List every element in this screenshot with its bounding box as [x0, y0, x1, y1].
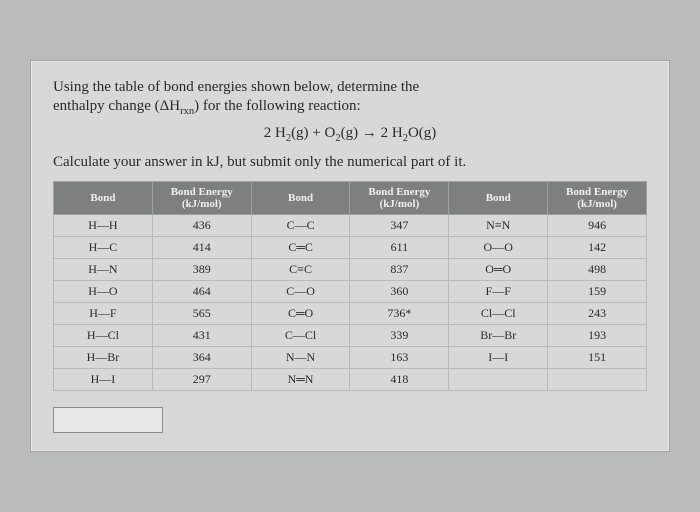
cell-b1: H—I — [54, 369, 153, 391]
col-energy-2: Bond Energy(kJ/mol) — [350, 182, 449, 215]
cell-e1: 364 — [152, 347, 251, 369]
cell-e1: 414 — [152, 237, 251, 259]
table-row: H—C414C═C611O—O142 — [54, 237, 647, 259]
cell-b1: H—O — [54, 281, 153, 303]
prompt-line-2: enthalpy change (ΔHrxn) for the followin… — [53, 98, 647, 117]
cell-b1: H—Cl — [54, 325, 153, 347]
answer-input[interactable] — [53, 407, 163, 433]
cell-e3: 159 — [548, 281, 647, 303]
col-energy-1: Bond Energy(kJ/mol) — [152, 182, 251, 215]
cell-e3: 193 — [548, 325, 647, 347]
table-row: H—Br364N—N163I—I151 — [54, 347, 647, 369]
table-row: H—Cl431C—Cl339Br—Br193 — [54, 325, 647, 347]
cell-b1: H—Br — [54, 347, 153, 369]
prompt-line-1: Using the table of bond energies shown b… — [53, 79, 647, 96]
cell-b1: H—H — [54, 215, 153, 237]
cell-e3: 946 — [548, 215, 647, 237]
cell-b2: N═N — [251, 369, 350, 391]
cell-b3: O═O — [449, 259, 548, 281]
cell-b1: H—F — [54, 303, 153, 325]
table-row: H—H436C—C347N≡N946 — [54, 215, 647, 237]
cell-b3 — [449, 369, 548, 391]
cell-b3: O—O — [449, 237, 548, 259]
prompt-line-3: Calculate your answer in kJ, but submit … — [53, 154, 647, 171]
cell-e1: 565 — [152, 303, 251, 325]
reaction-equation: 2 H2(g) + O2(g) → 2 H2O(g) — [53, 125, 647, 144]
prompt-2b: ) for the following reaction: — [194, 98, 361, 114]
col-bond-3: Bond — [449, 182, 548, 215]
col-bond-1: Bond — [54, 182, 153, 215]
cell-e2: 360 — [350, 281, 449, 303]
cell-e1: 389 — [152, 259, 251, 281]
cell-b3: Cl—Cl — [449, 303, 548, 325]
cell-e3: 498 — [548, 259, 647, 281]
table-header-row: Bond Bond Energy(kJ/mol) Bond Bond Energ… — [54, 182, 647, 215]
eq-a: 2 H — [264, 125, 286, 141]
cell-b2: C═C — [251, 237, 350, 259]
cell-e3: 243 — [548, 303, 647, 325]
cell-e1: 464 — [152, 281, 251, 303]
cell-e1: 436 — [152, 215, 251, 237]
cell-e1: 431 — [152, 325, 251, 347]
cell-b3: F—F — [449, 281, 548, 303]
prompt-2a: enthalpy change (ΔH — [53, 98, 180, 114]
cell-e3: 142 — [548, 237, 647, 259]
cell-b2: N—N — [251, 347, 350, 369]
cell-b1: H—N — [54, 259, 153, 281]
cell-b1: H—C — [54, 237, 153, 259]
cell-b3: N≡N — [449, 215, 548, 237]
table-row: H—I297N═N418 — [54, 369, 647, 391]
cell-b2: C—C — [251, 215, 350, 237]
col-energy-3: Bond Energy(kJ/mol) — [548, 182, 647, 215]
cell-b2: C—Cl — [251, 325, 350, 347]
cell-b2: C—O — [251, 281, 350, 303]
cell-e1: 297 — [152, 369, 251, 391]
cell-e3: 151 — [548, 347, 647, 369]
table-row: H—F565C═O736*Cl—Cl243 — [54, 303, 647, 325]
cell-b3: Br—Br — [449, 325, 548, 347]
cell-e2: 347 — [350, 215, 449, 237]
table-row: H—N389C≡C837O═O498 — [54, 259, 647, 281]
cell-e2: 837 — [350, 259, 449, 281]
table-row: H—O464C—O360F—F159 — [54, 281, 647, 303]
cell-e3 — [548, 369, 647, 391]
bond-energy-table: Bond Bond Energy(kJ/mol) Bond Bond Energ… — [53, 181, 647, 391]
eq-a-tail: (g) + O — [291, 125, 335, 141]
cell-e2: 163 — [350, 347, 449, 369]
question-card: Using the table of bond energies shown b… — [30, 60, 670, 452]
col-bond-2: Bond — [251, 182, 350, 215]
prompt-2-sub: rxn — [180, 106, 194, 117]
cell-e2: 611 — [350, 237, 449, 259]
cell-b3: I—I — [449, 347, 548, 369]
table-body: H—H436C—C347N≡N946H—C414C═C611O—O142H—N3… — [54, 215, 647, 391]
cell-b2: C═O — [251, 303, 350, 325]
eq-c-tail: O(g) — [408, 125, 436, 141]
eq-b-tail: (g) → 2 H — [341, 125, 403, 141]
cell-e2: 339 — [350, 325, 449, 347]
cell-e2: 418 — [350, 369, 449, 391]
cell-e2: 736* — [350, 303, 449, 325]
cell-b2: C≡C — [251, 259, 350, 281]
